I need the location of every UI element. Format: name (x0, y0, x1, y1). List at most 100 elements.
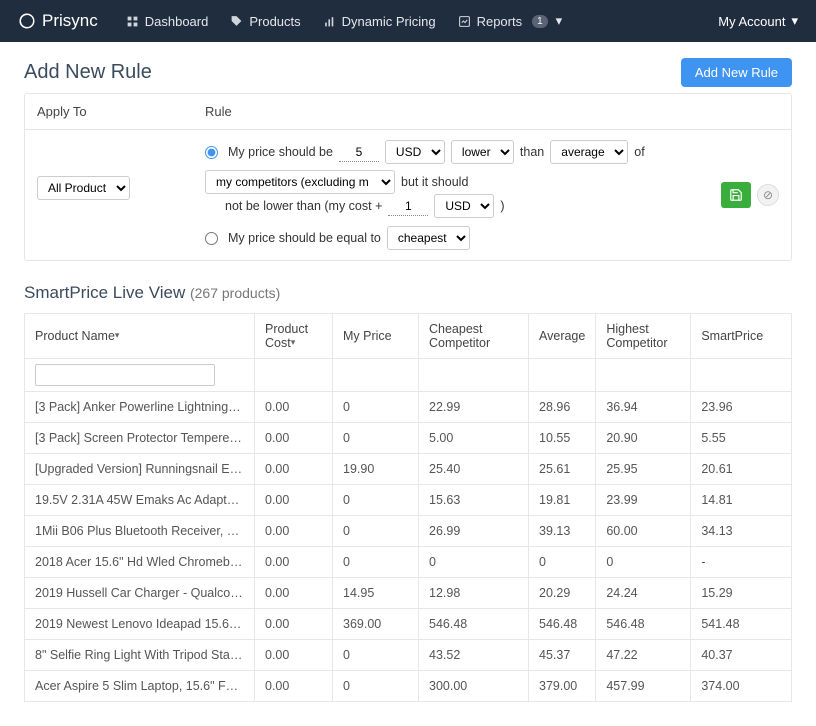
table-cell: 2019 Hussell Car Charger - Qualcomm Quic… (25, 578, 255, 609)
rule-currency-select[interactable]: USD (385, 140, 445, 164)
rule-target-select[interactable]: cheapest (387, 226, 470, 250)
nav-label: Reports (477, 14, 523, 29)
col-smartprice[interactable]: SmartPrice (691, 314, 792, 359)
col-product-name[interactable]: Product Name▾ (25, 314, 255, 359)
rule-option-2: My price should be equal to cheapest (205, 226, 779, 250)
account-label: My Account (718, 14, 785, 29)
rule-label: Rule (205, 104, 232, 119)
table-cell: 0.00 (255, 423, 333, 454)
sort-icon: ▾ (291, 337, 296, 348)
col-product-cost[interactable]: Product Cost▾ (255, 314, 333, 359)
table-cell: 2019 Newest Lenovo Ideapad 15.6" Hd High… (25, 609, 255, 640)
table-cell: 40.37 (691, 640, 792, 671)
nav-label: Dashboard (145, 14, 209, 29)
sort-icon: ▾ (115, 330, 120, 341)
table-row[interactable]: 2018 Acer 15.6" Hd Wled Chromebook 15 Wi… (25, 547, 792, 578)
table-cell: 379.00 (529, 671, 596, 702)
nav-label: Products (249, 14, 300, 29)
table-row[interactable]: 2019 Newest Lenovo Ideapad 15.6" Hd High… (25, 609, 792, 640)
table-cell: 1Mii B06 Plus Bluetooth Receiver, Hifi W… (25, 516, 255, 547)
table-cell: [Upgraded Version] Runningsnail Emergenc… (25, 454, 255, 485)
table-row[interactable]: [3 Pack] Screen Protector Tempered Glass… (25, 423, 792, 454)
col-average[interactable]: Average (529, 314, 596, 359)
col-my-price[interactable]: My Price (333, 314, 419, 359)
table-cell: 0 (419, 547, 529, 578)
table-cell: 15.63 (419, 485, 529, 516)
rule-amount-input[interactable] (339, 143, 379, 162)
rule-text: My price should be equal to (228, 226, 381, 250)
rule-margin-currency-select[interactable]: USD (434, 194, 494, 218)
table-cell: 546.48 (596, 609, 691, 640)
rule-option-1-line2: not be lower than (my cost + USD ) (205, 194, 779, 218)
save-rule-button[interactable] (721, 182, 751, 208)
table-cell: [3 Pack] Screen Protector Tempered Glass… (25, 423, 255, 454)
nav-dynamic-pricing[interactable]: Dynamic Pricing (323, 14, 436, 29)
table-cell: [3 Pack] Anker Powerline Lightning Cable… (25, 392, 255, 423)
table-cell: 20.61 (691, 454, 792, 485)
table-cell: 19.81 (529, 485, 596, 516)
cancel-rule-button[interactable]: ⊘ (757, 184, 779, 206)
add-new-rule-button[interactable]: Add New Rule (681, 58, 792, 87)
table-cell: 0.00 (255, 578, 333, 609)
brand-text: Prisync (42, 11, 98, 31)
table-cell: 15.29 (691, 578, 792, 609)
table-cell: 0 (596, 547, 691, 578)
apply-to-select[interactable]: All Product (37, 176, 130, 200)
table-cell: 0 (333, 671, 419, 702)
rule-actions: ⊘ (721, 182, 779, 208)
nav-account[interactable]: My Account ▾ (718, 13, 798, 29)
tag-icon (230, 15, 243, 28)
table-row[interactable]: 1Mii B06 Plus Bluetooth Receiver, Hifi W… (25, 516, 792, 547)
table-cell: 10.55 (529, 423, 596, 454)
rule-scope-select[interactable]: my competitors (excluding m (205, 170, 395, 194)
rule-text: My price should be (228, 140, 333, 164)
brand[interactable]: Prisync (18, 11, 98, 31)
table-cell: 60.00 (596, 516, 691, 547)
panel-header: Apply To Rule (25, 94, 791, 129)
save-icon (729, 188, 743, 202)
nav-label: Dynamic Pricing (342, 14, 436, 29)
table-cell: 8" Selfie Ring Light With Tripod Stand &… (25, 640, 255, 671)
table-cell: 0.00 (255, 547, 333, 578)
table-cell: 0.00 (255, 392, 333, 423)
rule-margin-input[interactable] (388, 197, 428, 216)
table-cell: 19.90 (333, 454, 419, 485)
rule-panel: Apply To Rule All Product My price shoul… (24, 93, 792, 261)
table-cell: 457.99 (596, 671, 691, 702)
table-row[interactable]: [Upgraded Version] Runningsnail Emergenc… (25, 454, 792, 485)
table-row[interactable]: [3 Pack] Anker Powerline Lightning Cable… (25, 392, 792, 423)
table-cell: 546.48 (529, 609, 596, 640)
table-row[interactable]: 19.5V 2.31A 45W Emaks Ac Adapter/laptop … (25, 485, 792, 516)
rule-direction-select[interactable]: lower (451, 140, 514, 164)
rule-text: ) (500, 194, 504, 218)
col-highest[interactable]: Highest Competitor (596, 314, 691, 359)
table-row[interactable]: 8" Selfie Ring Light With Tripod Stand &… (25, 640, 792, 671)
col-cheapest[interactable]: Cheapest Competitor (419, 314, 529, 359)
page-title: Add New Rule (24, 61, 152, 84)
table-cell: 0 (333, 392, 419, 423)
table-cell: 23.99 (596, 485, 691, 516)
table-cell: 0 (333, 423, 419, 454)
table-cell: 36.94 (596, 392, 691, 423)
rule-radio-2[interactable] (205, 232, 218, 245)
nav-products[interactable]: Products (230, 14, 300, 29)
table-cell: - (691, 547, 792, 578)
table-cell: 0 (333, 547, 419, 578)
chevron-down-icon: ▾ (791, 13, 798, 29)
rule-text: than (520, 140, 544, 164)
grid-icon (126, 15, 139, 28)
rule-radio-1[interactable] (205, 146, 218, 159)
table-cell: 25.40 (419, 454, 529, 485)
product-name-filter[interactable] (35, 364, 215, 386)
table-cell: 23.96 (691, 392, 792, 423)
nav-reports[interactable]: Reports 1 ▾ (458, 13, 563, 29)
table-row[interactable]: Acer Aspire 5 Slim Laptop, 15.6" Full Hd… (25, 671, 792, 702)
table-cell: 5.00 (419, 423, 529, 454)
nav-dashboard[interactable]: Dashboard (126, 14, 209, 29)
panel-body: All Product My price should be USD lower… (25, 129, 791, 260)
table-cell: 0.00 (255, 609, 333, 640)
table-cell: 546.48 (419, 609, 529, 640)
table-row[interactable]: 2019 Hussell Car Charger - Qualcomm Quic… (25, 578, 792, 609)
table-cell: 0 (333, 640, 419, 671)
rule-aggregate-select[interactable]: average (550, 140, 628, 164)
